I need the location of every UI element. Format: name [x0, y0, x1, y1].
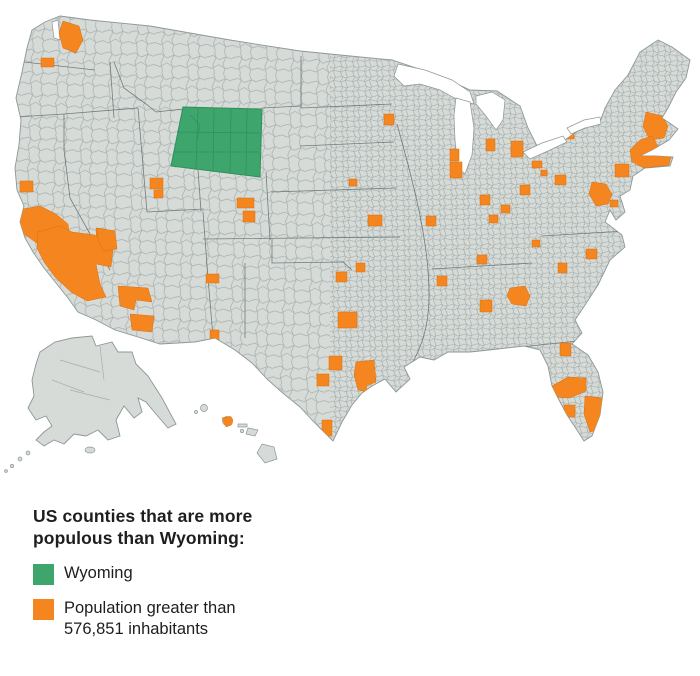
- county-portland-metro: [40, 57, 55, 68]
- lake-erie: [522, 135, 568, 160]
- legend-title: US counties that are more populous than …: [33, 506, 253, 548]
- county-las-vegas-clark: [96, 227, 118, 252]
- lake-huron: [475, 91, 506, 131]
- county-birmingham-jefferson: [479, 299, 493, 313]
- hawaii-inset: [194, 404, 278, 464]
- county-hidalgo: [321, 419, 333, 437]
- county-tucson-pima: [129, 313, 155, 333]
- kauai-island: [200, 404, 208, 412]
- legend-label-wyoming: Wyoming: [64, 563, 133, 582]
- county-chicago-cook: [449, 161, 463, 179]
- county-colorado-springs: [242, 210, 256, 223]
- county-grand-rapids-kent: [485, 138, 496, 152]
- niihau-island: [194, 410, 198, 414]
- wyoming-swatch-icon: [33, 563, 54, 585]
- county-fort-myers-lee: [563, 404, 576, 418]
- maui-island: [245, 427, 259, 437]
- aleutian-island: [17, 456, 23, 462]
- aleutian-island: [10, 464, 14, 468]
- county-akron-summit: [540, 169, 548, 177]
- legend: US counties that are more populous than …: [33, 506, 333, 640]
- highlighted-counties-layer: [15, 20, 672, 437]
- county-columbus-franklin: [519, 184, 531, 196]
- county-kansas-city-metro: [367, 214, 383, 227]
- county-knoxville-knox: [531, 239, 541, 248]
- lanai-island: [240, 429, 244, 433]
- county-louisville-jefferson: [488, 214, 499, 224]
- legend-item-wyoming: Wyoming: [33, 563, 333, 585]
- county-milwaukee: [449, 148, 460, 162]
- great-lakes: [51, 19, 602, 175]
- county-philadelphia-metro: [614, 163, 630, 178]
- county-detroit-metro: [510, 140, 524, 158]
- county-atlanta-metro: [506, 285, 531, 307]
- legend-item-populous-counties: Population greater than 576,851 inhabita…: [33, 598, 333, 640]
- puget-sound: [51, 19, 61, 41]
- populous-counties-swatch-icon: [33, 598, 54, 620]
- county-socal-metro: [36, 225, 114, 302]
- county-charlotte-mecklenburg: [557, 262, 568, 274]
- county-salt-lake: [149, 177, 164, 190]
- legend-label-populous-counties: Population greater than 576,851 inhabita…: [64, 598, 236, 638]
- us-county-map: [4, 15, 691, 473]
- county-tulsa: [355, 262, 366, 273]
- wyoming-shape: [170, 106, 263, 178]
- county-memphis-shelby: [436, 275, 448, 287]
- county-honolulu-oahu: [221, 415, 235, 428]
- county-albuquerque: [205, 273, 220, 284]
- county-baltimore-dc-metro: [588, 181, 613, 207]
- big-island: [256, 443, 278, 464]
- county-omaha-douglas: [348, 178, 358, 187]
- county-austin-travis: [328, 355, 343, 371]
- county-houston-metro: [353, 359, 377, 393]
- county-jacksonville-duval: [559, 342, 572, 357]
- us-map-container: [4, 15, 691, 473]
- wyoming-county-lines: [174, 107, 261, 176]
- state-wyoming: [170, 106, 263, 178]
- county-phoenix-maricopa: [117, 285, 153, 311]
- county-nashville-davidson: [476, 254, 488, 265]
- molokai-island: [237, 423, 248, 428]
- county-sacramento: [19, 180, 34, 193]
- county-dallas-fort-worth: [337, 311, 358, 329]
- county-boston-metro: [642, 111, 669, 141]
- lake-ontario: [566, 116, 602, 135]
- county-denver-metro: [236, 197, 255, 209]
- aleutian-island: [25, 450, 31, 456]
- county-pittsburgh-allegheny: [554, 174, 567, 186]
- county-raleigh-wake: [585, 248, 598, 260]
- alaska-inset: [4, 335, 177, 473]
- alaska-landmass: [27, 335, 177, 447]
- county-seattle-metro: [58, 20, 84, 54]
- county-san-antonio-bexar: [316, 373, 330, 387]
- county-minneapolis-hennepin: [383, 113, 395, 126]
- county-cleveland-cuyahoga: [531, 160, 543, 169]
- county-oklahoma-city: [335, 271, 348, 283]
- county-virginia-beach: [609, 199, 619, 208]
- kodiak-island: [84, 446, 96, 454]
- county-utah-county: [153, 189, 164, 199]
- county-st-louis: [425, 215, 437, 227]
- county-cincinnati-hamilton: [500, 204, 511, 214]
- county-indianapolis-marion: [479, 194, 491, 206]
- aleutian-island: [4, 469, 8, 473]
